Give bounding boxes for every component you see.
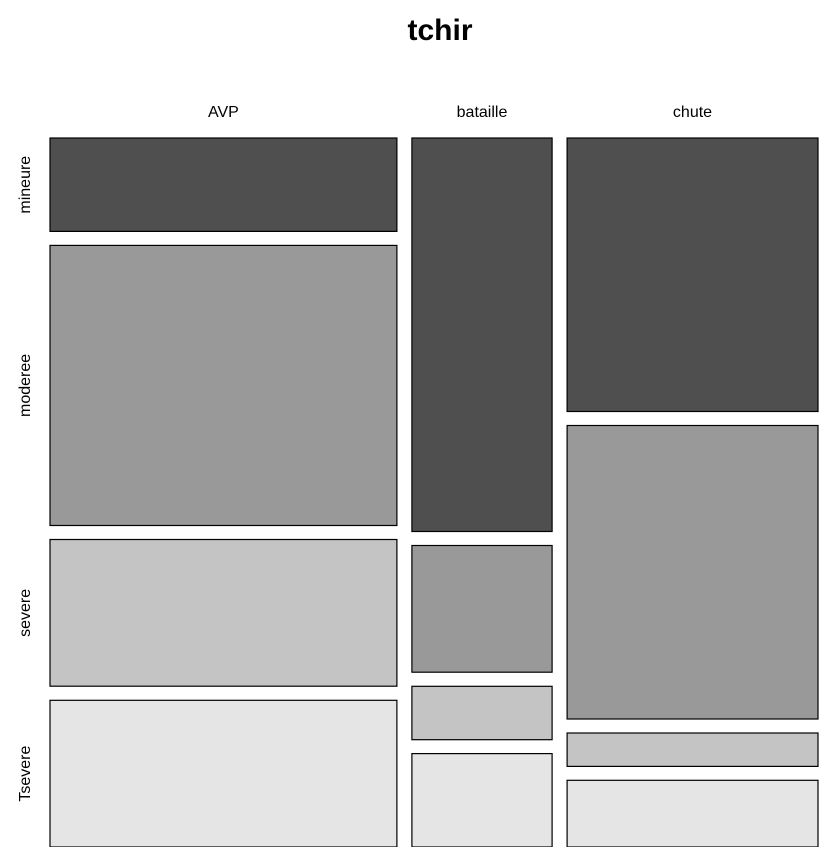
tile-bataille-mineure <box>411 137 553 533</box>
column-label-avp: AVP <box>208 104 239 121</box>
tile-bataille-severe <box>411 685 553 741</box>
mosaic-tiles <box>49 137 819 847</box>
chart-title: tchir <box>407 14 472 47</box>
row-label-severe: severe <box>17 589 34 637</box>
tile-chute-severe <box>566 732 819 768</box>
row-label-mineure: mineure <box>17 156 34 214</box>
tile-avp-moderee <box>49 244 398 527</box>
tile-avp-mineure <box>49 137 398 233</box>
tile-chute-mineure <box>566 137 819 413</box>
column-label-bataille: bataille <box>457 104 508 121</box>
row-label-moderee: moderee <box>17 354 34 417</box>
row-label-tsevere: Tsevere <box>17 745 34 801</box>
tile-bataille-moderee <box>411 544 553 673</box>
tile-chute-moderee <box>566 424 819 720</box>
column-label-chute: chute <box>673 104 712 121</box>
tile-avp-severe <box>49 538 398 687</box>
row-labels: mineure moderee severe Tsevere <box>17 156 34 802</box>
tile-chute-tsevere <box>566 779 819 847</box>
tile-bataille-tsevere <box>411 752 553 847</box>
column-labels: AVP bataille chute <box>208 104 712 121</box>
tile-avp-tsevere <box>49 699 398 847</box>
